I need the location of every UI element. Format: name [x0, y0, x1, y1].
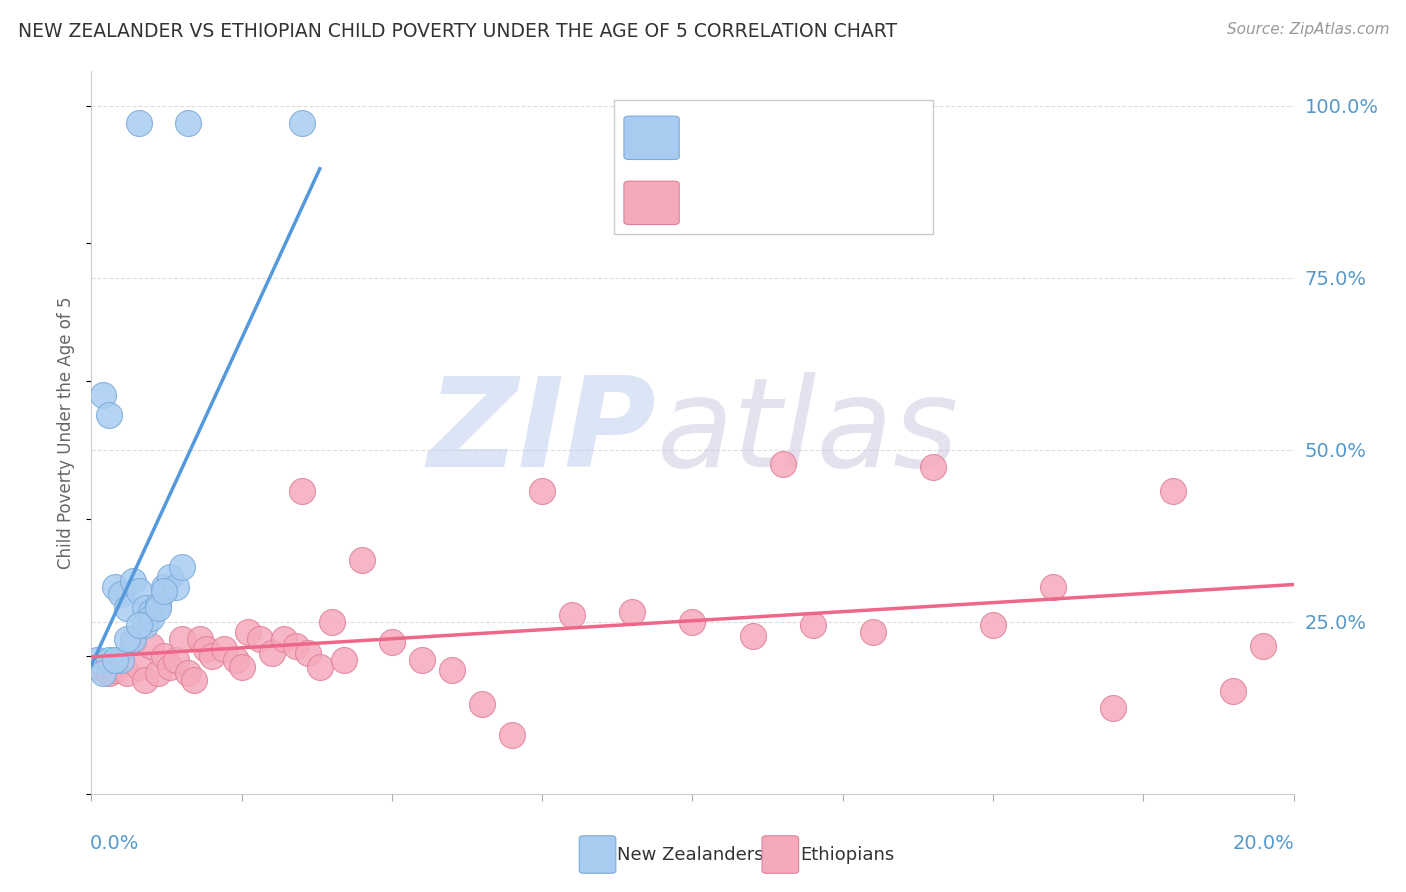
Point [176, 666, 198, 681]
Point [1161, 484, 1184, 499]
Point [134, 601, 156, 615]
Point [122, 635, 145, 649]
Point [141, 611, 163, 625]
Point [981, 618, 1004, 632]
Point [681, 615, 703, 629]
Point [170, 632, 193, 646]
Text: NEW ZEALANDER VS ETHIOPIAN CHILD POVERTY UNDER THE AGE OF 5 CORRELATION CHART: NEW ZEALANDER VS ETHIOPIAN CHILD POVERTY… [18, 22, 897, 41]
Text: 20.0%: 20.0% [1233, 834, 1295, 853]
Text: R = 0.226   N = 54: R = 0.226 N = 54 [686, 192, 872, 211]
Point [159, 659, 181, 673]
Point [471, 698, 494, 712]
Point [104, 663, 127, 677]
Point [291, 484, 314, 499]
Point [110, 587, 132, 601]
Text: atlas: atlas [657, 372, 959, 493]
Point [98, 653, 121, 667]
Point [98, 409, 121, 423]
Point [260, 646, 283, 660]
Text: R = 0.602   N = 29: R = 0.602 N = 29 [686, 127, 872, 146]
Point [141, 639, 163, 653]
Point [128, 583, 150, 598]
Point [188, 632, 211, 646]
Point [183, 673, 205, 688]
Point [411, 653, 433, 667]
Point [561, 607, 583, 622]
Point [134, 673, 156, 688]
Point [176, 116, 198, 130]
Point [1253, 639, 1275, 653]
Text: 0.0%: 0.0% [90, 834, 139, 853]
Point [621, 605, 644, 619]
Point [117, 601, 139, 615]
Point [297, 646, 319, 660]
Point [308, 659, 330, 673]
Point [350, 553, 373, 567]
Point [104, 653, 127, 667]
Point [110, 653, 132, 667]
Point [93, 656, 115, 670]
Point [291, 116, 314, 130]
Point [128, 659, 150, 673]
Point [170, 559, 193, 574]
Point [249, 632, 271, 646]
Point [772, 457, 794, 471]
Point [922, 460, 945, 475]
FancyBboxPatch shape [624, 181, 679, 225]
Point [333, 653, 356, 667]
Point [152, 649, 174, 664]
Point [440, 663, 463, 677]
Point [122, 632, 145, 646]
Point [165, 653, 187, 667]
Y-axis label: Child Poverty Under the Age of 5: Child Poverty Under the Age of 5 [58, 296, 76, 569]
Point [321, 615, 343, 629]
Point [1222, 683, 1244, 698]
Point [141, 605, 163, 619]
Point [93, 388, 115, 402]
Point [284, 639, 307, 653]
FancyBboxPatch shape [614, 100, 934, 234]
Point [104, 581, 127, 595]
Point [110, 653, 132, 667]
Point [531, 484, 554, 499]
Point [152, 581, 174, 595]
Point [146, 601, 169, 615]
Point [86, 653, 108, 667]
Point [1042, 581, 1064, 595]
Point [862, 625, 884, 640]
Point [146, 598, 169, 612]
Point [212, 642, 235, 657]
Point [273, 632, 295, 646]
Point [152, 583, 174, 598]
Text: ZIP: ZIP [427, 372, 657, 493]
Text: Ethiopians: Ethiopians [800, 846, 894, 863]
Point [741, 629, 763, 643]
Point [801, 618, 824, 632]
Point [134, 618, 156, 632]
FancyBboxPatch shape [624, 116, 679, 160]
Text: Source: ZipAtlas.com: Source: ZipAtlas.com [1226, 22, 1389, 37]
Text: New Zealanders: New Zealanders [617, 846, 763, 863]
Point [194, 642, 217, 657]
Point [117, 632, 139, 646]
Point [117, 666, 139, 681]
Point [93, 666, 115, 681]
Point [86, 659, 108, 673]
Point [201, 649, 224, 664]
Point [381, 635, 404, 649]
Point [165, 581, 187, 595]
Point [122, 574, 145, 588]
Point [231, 659, 253, 673]
Point [159, 570, 181, 584]
Point [98, 666, 121, 681]
Point [1102, 701, 1125, 715]
Point [501, 728, 523, 742]
Point [225, 653, 247, 667]
Point [128, 116, 150, 130]
Point [128, 618, 150, 632]
Point [146, 666, 169, 681]
Point [236, 625, 259, 640]
